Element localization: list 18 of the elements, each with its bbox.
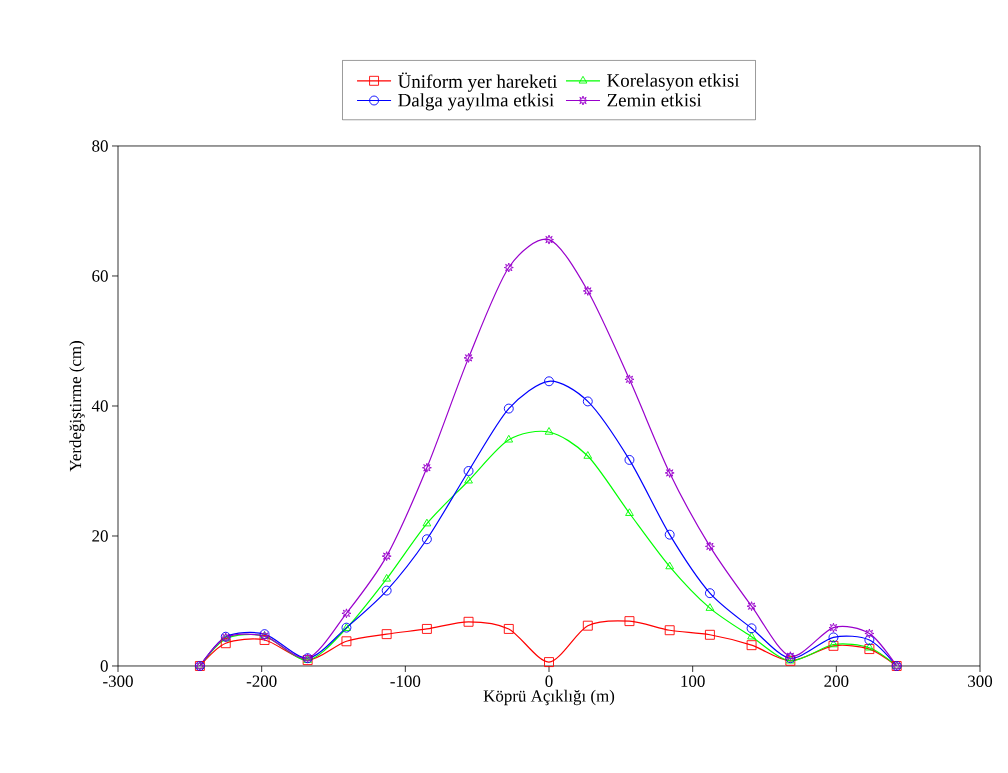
legend-label: Dalga yayılma etkisi: [398, 93, 554, 111]
y-tick-label: 60: [92, 270, 108, 282]
y-tick-label: 20: [92, 530, 108, 542]
y-tick-label: 80: [92, 140, 108, 152]
x-tick-label: -100: [390, 675, 421, 687]
x-tick-label: -300: [103, 675, 133, 687]
legend-label: Zemin etkisi: [607, 93, 702, 107]
x-tick-label: 300: [968, 675, 993, 687]
legend-label: Üniform yer hareketi: [398, 72, 558, 92]
x-tick-label: 200: [824, 675, 849, 687]
legend-label: Korelasyon etkisi: [607, 73, 740, 91]
x-tick-label: 100: [681, 675, 705, 687]
y-tick-label: 40: [91, 400, 108, 412]
y-tick-label: 0: [100, 660, 108, 672]
x-tick-label: -200: [246, 675, 277, 687]
x-tick-label: 0: [545, 675, 553, 687]
y-axis-title: Yerdeğiştirme (cm): [69, 341, 85, 472]
x-axis-title: Köprü Açıklığı (m): [483, 689, 615, 706]
